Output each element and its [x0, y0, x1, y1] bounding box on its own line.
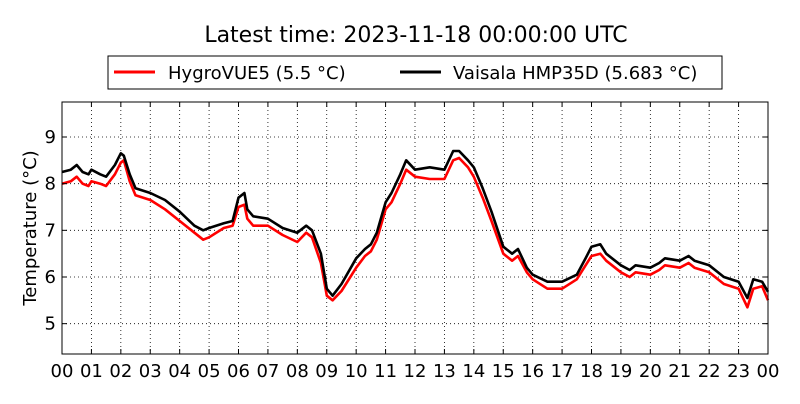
series-lines	[61, 149, 770, 309]
x-tick-label: 09	[315, 361, 338, 382]
x-tick-label: 11	[374, 361, 397, 382]
x-tick-label: 20	[639, 361, 662, 382]
x-tick-label: 13	[433, 361, 456, 382]
x-tick-label: 15	[492, 361, 515, 382]
y-tick-label: 8	[45, 174, 56, 195]
y-axis-label: Temperature (°C)	[20, 150, 41, 306]
x-tick-label: 14	[462, 361, 485, 382]
legend-label-hygrovue5: HygroVUE5 (5.5 °C)	[168, 63, 346, 84]
y-tick-label: 9	[45, 127, 56, 148]
x-tick-label: 22	[698, 361, 721, 382]
series-line-hygrovue5	[61, 156, 770, 309]
x-tick-label: 16	[521, 361, 544, 382]
x-tick-label: 05	[198, 361, 221, 382]
x-tick-label: 12	[404, 361, 427, 382]
legend-label-vaisala: Vaisala HMP35D (5.683 °C)	[453, 63, 697, 84]
y-tick-label: 6	[45, 267, 56, 288]
x-tick-label: 00	[757, 361, 780, 382]
x-tick-label: 17	[551, 361, 574, 382]
y-tick-labels: 5 6 7 8 9	[45, 127, 56, 335]
x-tick-label: 06	[227, 361, 250, 382]
grid-lines	[62, 102, 768, 354]
axis-ticks	[61, 102, 769, 354]
x-tick-label: 03	[139, 361, 162, 382]
x-tick-label: 07	[256, 361, 279, 382]
x-tick-labels: 00 01 02 03 04 05 06 07 08 09 10 11 12 13 14 15 16 17 18 19…	[51, 361, 780, 382]
x-tick-label: 23	[727, 361, 750, 382]
x-tick-label: 00	[51, 361, 74, 382]
x-tick-label: 10	[345, 361, 368, 382]
x-tick-label: 08	[286, 361, 309, 382]
legend: HygroVUE5 (5.5 °C) Vaisala HMP35D (5.683…	[107, 55, 723, 90]
x-tick-label: 04	[168, 361, 191, 382]
x-tick-label: 19	[609, 361, 632, 382]
x-tick-label: 21	[668, 361, 691, 382]
x-tick-label: 01	[80, 361, 103, 382]
series-line-vaisala	[61, 149, 770, 300]
y-tick-label: 7	[45, 220, 56, 241]
plot-frame	[61, 101, 769, 355]
y-tick-label: 5	[45, 314, 56, 335]
x-tick-label: 18	[580, 361, 603, 382]
x-tick-label: 02	[109, 361, 132, 382]
chart-title: Latest time: 2023-11-18 00:00:00 UTC	[204, 23, 627, 48]
